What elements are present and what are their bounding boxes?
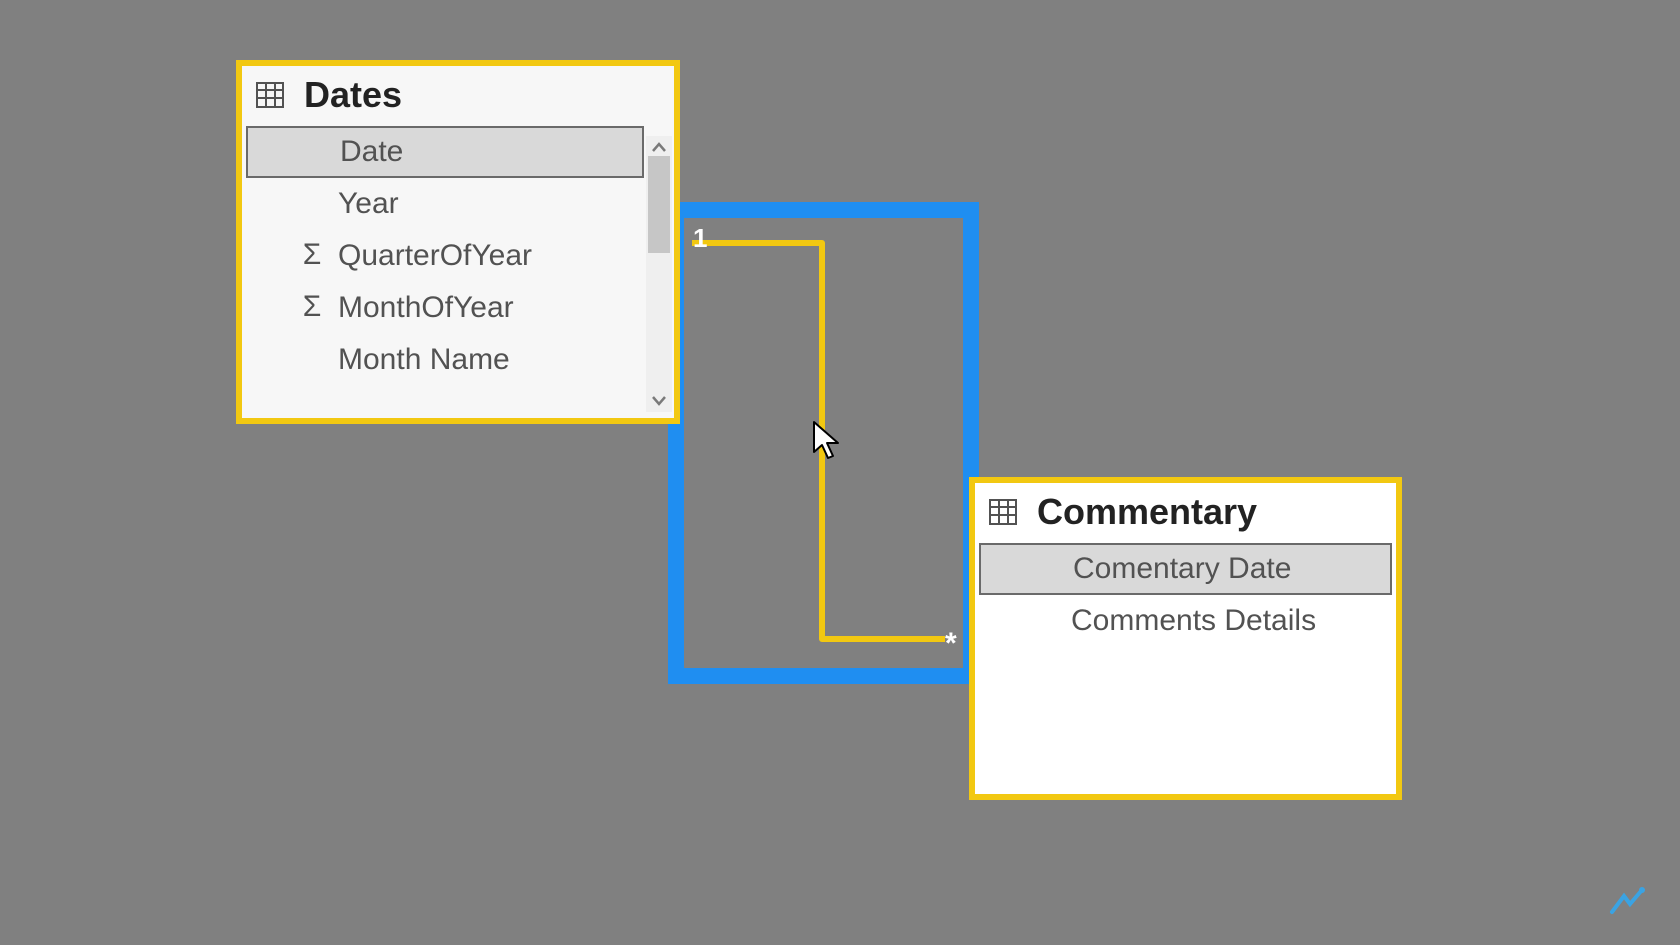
watermark-logo [1606,886,1650,923]
field-label: Month Name [338,343,510,377]
scroll-down-icon[interactable] [650,393,668,408]
dates-field-monthofyear[interactable]: ΣMonthOfYear [246,282,644,334]
field-label: Year [338,187,399,221]
dates-field-quarterofyear[interactable]: ΣQuarterOfYear [246,230,644,282]
commentary-table-header[interactable]: Commentary [975,483,1396,543]
dates-scrollbar[interactable] [646,136,672,412]
dates-table-card[interactable]: DatesDateYearΣQuarterOfYearΣMonthOfYearM… [236,60,680,424]
relationship-connector[interactable] [692,243,945,639]
sigma-icon: Σ [292,238,332,272]
commentary-field-comments-details[interactable]: Comments Details [979,595,1392,647]
field-label: Date [340,135,403,169]
dates-field-list: DateYearΣQuarterOfYearΣMonthOfYearMonth … [246,126,644,386]
dates-field-month-name[interactable]: Month Name [246,334,644,386]
dates-field-year[interactable]: Year [246,178,644,230]
cardinality-one-label: 1 [693,223,707,253]
commentary-field-comentary-date[interactable]: Comentary Date [979,543,1392,595]
model-view-canvas[interactable]: 1* DatesDateYearΣQuarterOfYearΣMonthOfYe… [0,0,1680,945]
field-label: QuarterOfYear [338,239,532,273]
commentary-field-list: Comentary Date Comments Details [979,543,1392,647]
commentary-table-title: Commentary [1037,491,1257,533]
cardinality-many-label: * [945,627,957,660]
field-label: MonthOfYear [338,291,514,325]
scroll-up-icon[interactable] [650,140,668,155]
field-label: Comments Details [1071,604,1316,638]
dates-field-date[interactable]: Date [246,126,644,178]
dates-table-title: Dates [304,74,402,116]
commentary-table-card[interactable]: Commentary Comentary Date Comments Details [969,477,1402,800]
field-label: Comentary Date [1073,552,1291,586]
table-icon [256,82,284,108]
dates-table-header[interactable]: Dates [242,66,674,126]
scroll-thumb[interactable] [648,156,670,253]
sigma-icon: Σ [292,290,332,324]
table-icon [989,499,1017,525]
